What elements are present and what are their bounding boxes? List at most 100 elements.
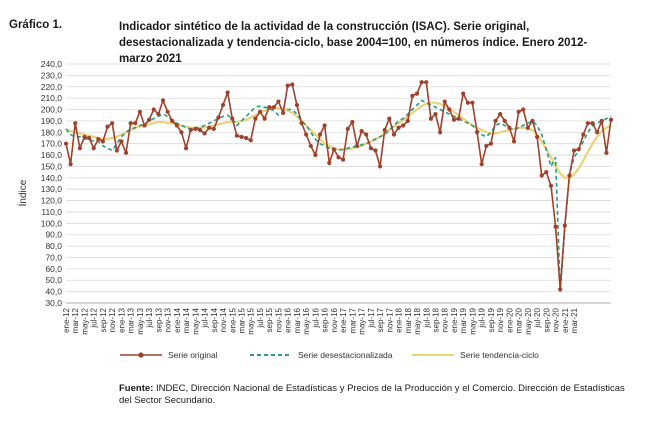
data-point-original (271, 105, 276, 110)
data-point-original (548, 183, 554, 188)
data-point-original (511, 139, 517, 144)
data-point-original (262, 116, 267, 121)
legend-label: Serie original (168, 350, 218, 360)
data-point-original (479, 162, 484, 167)
data-point-original (553, 224, 558, 229)
y-tick-label: 70,0 (45, 252, 62, 262)
data-point-original (234, 133, 239, 138)
data-point-original (285, 83, 290, 88)
x-tick-label: mar-13 (127, 307, 136, 333)
figure-number: Gráfico 1. (9, 19, 63, 31)
y-tick-label: 110,0 (41, 207, 62, 217)
series-line-tendencia-ciclo (65, 101, 612, 179)
data-point-original (336, 155, 341, 160)
data-point-original (438, 130, 443, 135)
data-point-original (507, 125, 512, 130)
data-point-original (461, 91, 466, 96)
x-tick-label: ene-19 (450, 307, 459, 332)
data-point-original (576, 147, 581, 152)
data-point-original (77, 146, 82, 151)
x-tick-label: may-14 (191, 307, 200, 334)
data-point-original (63, 141, 69, 146)
data-point-original (525, 125, 530, 130)
y-tick-label: 160,0 (41, 150, 63, 160)
x-tick-label: mar-12 (71, 307, 80, 333)
data-point-original (174, 123, 179, 128)
data-point-original (304, 132, 309, 137)
data-point-original (595, 130, 600, 135)
x-tick-label: nov-17 (385, 307, 394, 332)
x-tick-label: jul-14 (201, 307, 210, 328)
data-point-original (345, 126, 350, 131)
data-point-original (544, 170, 549, 175)
data-point-original (608, 117, 614, 122)
data-point-original (313, 152, 318, 158)
data-point-original (100, 139, 106, 144)
data-point-original (350, 119, 355, 125)
data-point-original (382, 127, 387, 133)
legend-label: Serie tendencia-ciclo (460, 350, 539, 360)
x-tick-label: mar-15 (238, 307, 247, 333)
x-tick-label: nov-15 (274, 307, 283, 332)
data-point-original (585, 121, 591, 126)
x-tick-label: mar-18 (404, 307, 413, 333)
x-tick-label: ene-18 (395, 307, 404, 332)
data-point-original (156, 111, 161, 117)
y-axis-label: Índice (16, 179, 29, 206)
data-point-original (280, 110, 286, 116)
chart-title: Indicador sintético de la actividad de l… (119, 21, 588, 65)
data-point-original (581, 132, 586, 137)
source-note: Fuente: INDEC, Dirección Nacional de Est… (119, 383, 639, 407)
x-tick-label: may-15 (247, 307, 256, 334)
x-tick-label: nov-12 (108, 307, 117, 332)
data-point-original (401, 123, 406, 128)
data-point-original (179, 130, 184, 135)
data-point-original (484, 143, 489, 149)
data-point-original (405, 118, 410, 124)
data-point-original (114, 148, 119, 153)
legend-label: Serie desestacionalizada (298, 350, 393, 360)
data-point-original (419, 80, 424, 85)
y-tick-label: 170,0 (41, 139, 63, 149)
data-point-original (128, 121, 133, 126)
grid-lines (66, 63, 611, 304)
data-point-original (516, 109, 521, 114)
data-point-original (470, 100, 475, 105)
y-tick-label: 190,0 (41, 116, 63, 126)
x-tick-label: mar-14 (182, 307, 191, 333)
data-point-original (110, 121, 115, 126)
data-point-original (442, 99, 447, 104)
x-tick-label: ene-16 (284, 307, 293, 332)
y-tick-label: 100,0 (41, 218, 63, 228)
data-point-original (493, 118, 498, 124)
data-point-original (331, 147, 336, 152)
data-point-original (498, 111, 503, 117)
y-tick-label: 30,0 (45, 298, 62, 308)
x-tick-label: sep-14 (210, 307, 219, 332)
y-tick-label: 50,0 (45, 275, 62, 285)
x-tick-label: ene-14 (173, 307, 182, 332)
data-point-original (267, 105, 272, 110)
data-point-original (341, 157, 346, 162)
x-tick-label: mar-16 (293, 307, 302, 333)
data-point-original (474, 130, 480, 135)
data-point-original (414, 91, 420, 96)
data-point-original (216, 115, 221, 120)
y-tick-label: 180,0 (41, 127, 63, 137)
x-tick-label: mar-21 (570, 307, 579, 333)
source-label: Fuente: (119, 383, 154, 394)
x-tick-label: jul-12 (90, 307, 99, 328)
data-point-original (364, 132, 369, 137)
data-point-original (220, 102, 226, 108)
data-point-original (530, 118, 535, 124)
x-tick-label: sep-19 (487, 307, 496, 332)
y-tick-label: 210,0 (41, 93, 63, 103)
x-tick-label: nov-19 (496, 307, 505, 332)
data-point-original (105, 124, 110, 129)
y-tick-label: 40,0 (45, 287, 62, 297)
data-point-original (211, 126, 216, 131)
data-point-original (387, 116, 392, 121)
data-point-original (447, 107, 452, 112)
data-point-original (188, 127, 193, 133)
x-tick-label: jul-17 (367, 307, 376, 328)
